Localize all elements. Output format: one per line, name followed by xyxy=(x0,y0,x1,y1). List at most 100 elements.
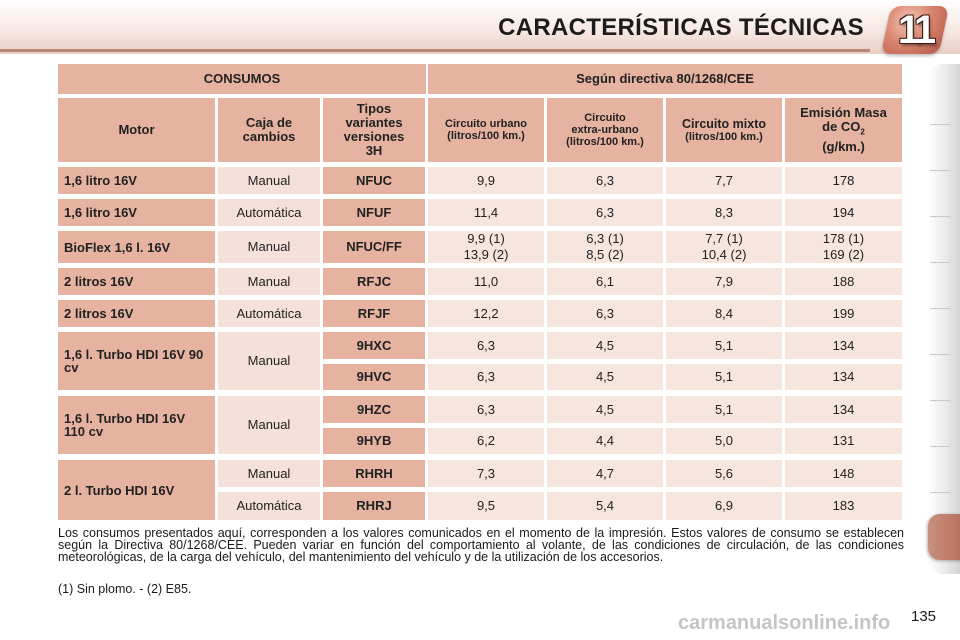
col-header-emision-line2: de CO2 xyxy=(822,120,865,140)
co2-value-cell: 199 xyxy=(785,300,902,327)
header-band xyxy=(0,0,960,54)
col-header-urbano-line2: (litros/100 km.) xyxy=(447,130,525,142)
extra-value-cell: 6,3 xyxy=(547,167,663,194)
motor-cell: 1,6 litro 16V xyxy=(58,167,215,194)
mixto-value-cell: 7,9 xyxy=(666,268,782,295)
co2-value-cell: 183 xyxy=(785,492,902,520)
co2-value-cell: 178 xyxy=(785,167,902,194)
motor-cell: 2 litros 16V xyxy=(58,300,215,327)
gearbox-cell: Automática xyxy=(218,300,320,327)
extra-value-cell: 4,4 xyxy=(547,428,663,454)
tab-divider xyxy=(930,124,950,125)
col-header-extra-line1: Circuito xyxy=(584,112,626,124)
extra-value-cell: 4,5 xyxy=(547,332,663,359)
urbano-value-cell: 9,9 (1) 13,9 (2) xyxy=(428,231,544,263)
extra-value-cell: 4,5 xyxy=(547,364,663,390)
motor-cell: BioFlex 1,6 l. 16V xyxy=(58,231,215,263)
urbano-value-cell: 9,5 xyxy=(428,492,544,520)
group-header-consumos: CONSUMOS xyxy=(58,64,426,94)
mixto-value-cell: 5,0 xyxy=(666,428,782,454)
mixto-value-cell: 5,1 xyxy=(666,332,782,359)
gearbox-cell: Manual xyxy=(218,231,320,263)
col-header-tipos: Tipos variantes versiones 3H xyxy=(323,98,425,162)
version-code-cell: NFUC/FF xyxy=(323,231,425,263)
urbano-value-cell: 11,0 xyxy=(428,268,544,295)
motor-cell: 2 l. Turbo HDI 16V xyxy=(58,460,215,520)
co2-value-cell: 131 xyxy=(785,428,902,454)
tab-divider xyxy=(930,216,950,217)
gearbox-cell: Automática xyxy=(218,199,320,226)
col-header-extra: Circuito extra-urbano (litros/100 km.) xyxy=(547,98,663,162)
urbano-value-cell: 6,3 xyxy=(428,364,544,390)
extra-value-cell: 6,3 xyxy=(547,300,663,327)
col-header-emision: Emisión Masa de CO2 (g/km.) xyxy=(785,98,902,162)
motor-cell: 1,6 l. Turbo HDI 16V 110 cv xyxy=(58,396,215,454)
page-title: CARACTERÍSTICAS TÉCNICAS xyxy=(498,14,864,41)
urbano-value-cell: 11,4 xyxy=(428,199,544,226)
mixto-value-cell: 6,9 xyxy=(666,492,782,520)
version-code-cell: 9HXC xyxy=(323,332,425,359)
gearbox-cell: Manual xyxy=(218,396,320,454)
motor-cell: 1,6 litro 16V xyxy=(58,199,215,226)
urbano-value-cell: 9,9 xyxy=(428,167,544,194)
mixto-value-cell: 8,3 xyxy=(666,199,782,226)
chapter-tab-active[interactable] xyxy=(928,514,960,560)
gearbox-cell: Manual xyxy=(218,460,320,487)
gearbox-cell: Manual xyxy=(218,268,320,295)
version-code-cell: RFJF xyxy=(323,300,425,327)
mixto-value-cell: 5,6 xyxy=(666,460,782,487)
co2-value-cell: 178 (1) 169 (2) xyxy=(785,231,902,263)
header-rule xyxy=(0,49,870,52)
col-header-mixto-line2: (litros/100 km.) xyxy=(685,131,763,143)
col-header-extra-line3: (litros/100 km.) xyxy=(566,136,644,148)
col-header-urbano: Circuito urbano (litros/100 km.) xyxy=(428,98,544,162)
tab-divider xyxy=(930,446,950,447)
mixto-value-line2: 10,4 (2) xyxy=(701,247,747,262)
urbano-value-cell: 6,3 xyxy=(428,396,544,423)
consumption-note: Los consumos presentados aquí, correspon… xyxy=(58,526,904,564)
version-code-cell: RHRH xyxy=(323,460,425,487)
col-header-mixto-line1: Circuito mixto xyxy=(681,117,767,131)
co2-value-cell: 134 xyxy=(785,396,902,423)
extra-value-cell: 4,7 xyxy=(547,460,663,487)
col-header-mixto: Circuito mixto (litros/100 km.) xyxy=(666,98,782,162)
col-header-urbano-line1: Circuito urbano xyxy=(445,118,527,130)
tab-divider xyxy=(930,170,950,171)
extra-value-cell: 5,4 xyxy=(547,492,663,520)
co2-value-cell: 194 xyxy=(785,199,902,226)
co2-value-line1: 178 (1) xyxy=(822,231,865,246)
emision-co: de CO xyxy=(822,119,861,135)
urbano-value-cell: 6,2 xyxy=(428,428,544,454)
gearbox-cell: Manual xyxy=(218,332,320,390)
urbano-value-cell: 7,3 xyxy=(428,460,544,487)
co2-value-cell: 188 xyxy=(785,268,902,295)
tab-divider xyxy=(930,400,950,401)
group-header-directiva: Según directiva 80/1268/CEE xyxy=(428,64,902,94)
co2-value-cell: 134 xyxy=(785,332,902,359)
col-header-caja: Caja de cambios xyxy=(218,98,320,162)
version-code-cell: RFJC xyxy=(323,268,425,295)
urbano-value-line1: 9,9 (1) xyxy=(467,231,505,246)
co2-value-line2: 169 (2) xyxy=(822,247,865,262)
tab-divider xyxy=(930,308,950,309)
version-code-cell: NFUC xyxy=(323,167,425,194)
urbano-value-line2: 13,9 (2) xyxy=(463,247,509,262)
tab-divider xyxy=(930,492,950,493)
mixto-value-cell: 8,4 xyxy=(666,300,782,327)
mixto-value-cell: 5,1 xyxy=(666,396,782,423)
co2-value-cell: 148 xyxy=(785,460,902,487)
extra-value-cell: 6,3 (1) 8,5 (2) xyxy=(547,231,663,263)
chapter-tab-rail xyxy=(928,64,960,574)
version-code-cell: 9HYB xyxy=(323,428,425,454)
col-header-emision-line1: Emisión Masa xyxy=(800,105,887,121)
chapter-badge: 11 xyxy=(880,6,950,54)
extra-value-line2: 8,5 (2) xyxy=(586,247,624,262)
mixto-value-line1: 7,7 (1) xyxy=(705,231,743,246)
motor-cell: 1,6 l. Turbo HDI 16V 90 cv xyxy=(58,332,215,390)
version-code-cell: NFUF xyxy=(323,199,425,226)
mixto-value-cell: 7,7 xyxy=(666,167,782,194)
extra-value-cell: 6,1 xyxy=(547,268,663,295)
gearbox-cell: Manual xyxy=(218,167,320,194)
motor-cell: 2 litros 16V xyxy=(58,268,215,295)
tab-divider xyxy=(930,354,950,355)
